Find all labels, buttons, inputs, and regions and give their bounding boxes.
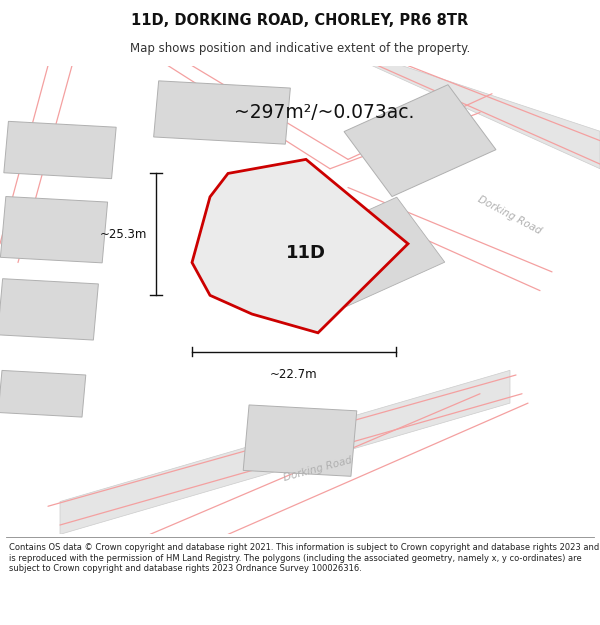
Text: ~22.7m: ~22.7m — [270, 368, 318, 381]
Polygon shape — [1, 196, 107, 263]
Text: Dorking Road: Dorking Road — [283, 455, 353, 482]
Text: 11D: 11D — [286, 244, 326, 262]
Text: ~25.3m: ~25.3m — [100, 228, 147, 241]
Text: Dorking Road: Dorking Road — [476, 194, 544, 237]
Polygon shape — [60, 370, 510, 534]
Text: 11D, DORKING ROAD, CHORLEY, PR6 8TR: 11D, DORKING ROAD, CHORLEY, PR6 8TR — [131, 13, 469, 28]
Text: Contains OS data © Crown copyright and database right 2021. This information is : Contains OS data © Crown copyright and d… — [9, 543, 599, 573]
Polygon shape — [0, 371, 86, 417]
Text: Map shows position and indicative extent of the property.: Map shows position and indicative extent… — [130, 42, 470, 54]
Polygon shape — [344, 85, 496, 196]
Polygon shape — [192, 159, 408, 332]
Polygon shape — [4, 121, 116, 179]
Polygon shape — [154, 81, 290, 144]
Text: ~297m²/~0.073ac.: ~297m²/~0.073ac. — [234, 103, 414, 122]
Polygon shape — [243, 405, 357, 476]
Polygon shape — [251, 198, 445, 328]
Polygon shape — [0, 279, 98, 340]
Polygon shape — [372, 66, 600, 169]
